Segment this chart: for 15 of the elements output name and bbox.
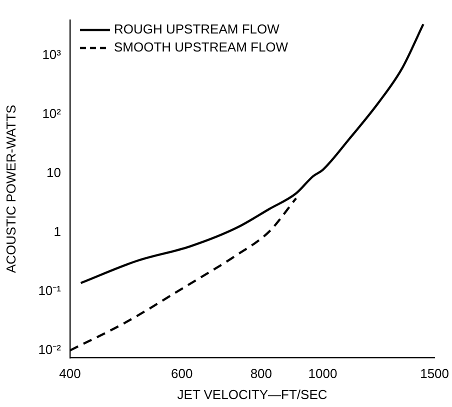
y-tick-label: 10⁻¹ — [38, 283, 62, 298]
y-tick-label: 10² — [42, 106, 62, 122]
x-tick-label: 400 — [59, 366, 81, 382]
y-tick-label: 10³ — [42, 47, 62, 62]
x-tick-label: 1000 — [308, 366, 338, 382]
legend-label: SMOOTH UPSTREAM FLOW — [114, 40, 289, 55]
y-tick-label: 10 — [46, 165, 61, 180]
x-tick-label: 800 — [250, 366, 272, 382]
x-tick-label: 600 — [170, 366, 193, 382]
x-tick-label: 1500 — [420, 366, 449, 382]
y-tick-label: 1 — [54, 224, 61, 240]
legend-label: ROUGH UPSTREAM FLOW — [114, 22, 280, 37]
x-axis-title: JET VELOCITY—FT/SEC — [177, 386, 328, 402]
y-tick-label: 10⁻² — [38, 342, 62, 358]
y-axis-title: ACOUSTIC POWER-WATTS — [3, 104, 18, 274]
